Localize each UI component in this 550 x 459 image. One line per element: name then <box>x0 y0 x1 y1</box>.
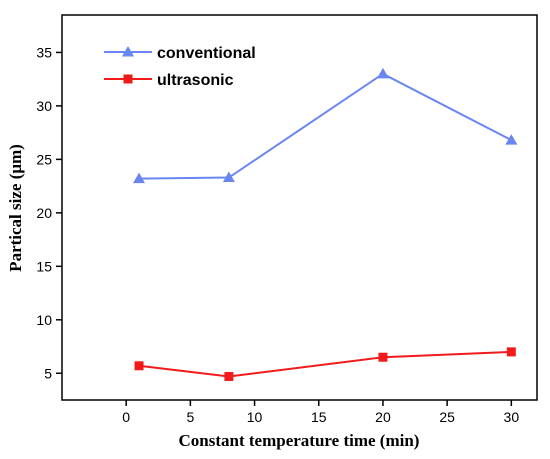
x-tick-label-30: 30 <box>504 409 520 425</box>
data-point-conventional-2 <box>376 67 389 79</box>
data-point-ultrasonic-1 <box>224 371 234 381</box>
y-tick-label-5: 5 <box>44 365 52 381</box>
series-line-conventional <box>139 72 512 180</box>
data-point-ultrasonic-2 <box>378 352 388 362</box>
x-tick-label-20: 20 <box>375 409 391 425</box>
y-tick-label-10: 10 <box>36 312 52 328</box>
y-tick-label-30: 30 <box>36 98 52 114</box>
x-tick-label-10: 10 <box>247 409 263 425</box>
x-tick-label-25: 25 <box>439 409 455 425</box>
y-tick-label-25: 25 <box>36 151 52 167</box>
data-point-conventional-1 <box>222 171 235 183</box>
y-tick-label-15: 15 <box>36 258 52 274</box>
data-point-ultrasonic-3 <box>506 347 516 357</box>
legend: conventional ultrasonic <box>104 45 256 89</box>
series-line-ultrasonic <box>138 350 512 378</box>
data-point-ultrasonic-0 <box>134 361 144 371</box>
y-axis-title: Partical size (μm) <box>6 144 25 272</box>
legend-label-ultrasonic: ultrasonic <box>157 72 234 89</box>
y-tick-label-35: 35 <box>36 44 52 60</box>
x-tick-label-5: 5 <box>186 409 194 425</box>
data-point-conventional-0 <box>133 172 146 184</box>
x-tick-label-0: 0 <box>122 409 130 425</box>
series-group <box>133 67 518 381</box>
legend-marker-ultrasonic <box>123 74 133 84</box>
plot-frame <box>61 14 538 401</box>
x-axis-title: Constant temperature time (min) <box>179 431 420 450</box>
legend-marker-conventional <box>122 46 134 57</box>
data-point-conventional-3 <box>505 134 518 145</box>
legend-label-conventional: conventional <box>157 45 256 62</box>
x-tick-label-15: 15 <box>311 409 327 425</box>
axis-ticks: 0 5 10 15 20 25 30 5 10 15 20 25 30 35 <box>36 44 519 425</box>
y-tick-label-20: 20 <box>36 205 52 221</box>
